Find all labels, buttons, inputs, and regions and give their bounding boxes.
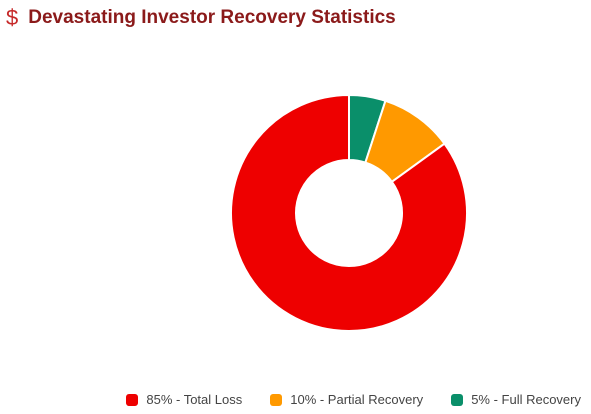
chart-title: Devastating Investor Recovery Statistics: [28, 7, 396, 28]
slice-total-loss[interactable]: [230, 93, 468, 332]
legend-label-full-recovery: 5% - Full Recovery: [471, 392, 581, 407]
chart-legend: 85% - Total Loss 10% - Partial Recovery …: [0, 392, 591, 407]
dollar-icon: $: [6, 5, 19, 30]
legend-label-partial-recovery: 10% - Partial Recovery: [290, 392, 424, 407]
legend-label-total-loss: 85% - Total Loss: [146, 392, 243, 407]
legend-swatch-total-loss: [126, 393, 139, 406]
chart-header: $ Devastating Investor Recovery Statisti…: [6, 6, 396, 30]
legend-item-total-loss[interactable]: 85% - Total Loss: [126, 392, 242, 407]
legend-item-full-recovery[interactable]: 5% - Full Recovery: [451, 392, 581, 407]
legend-swatch-full-recovery: [451, 393, 464, 406]
legend-item-partial-recovery[interactable]: 10% - Partial Recovery: [270, 392, 423, 407]
legend-swatch-partial-recovery: [270, 393, 283, 406]
